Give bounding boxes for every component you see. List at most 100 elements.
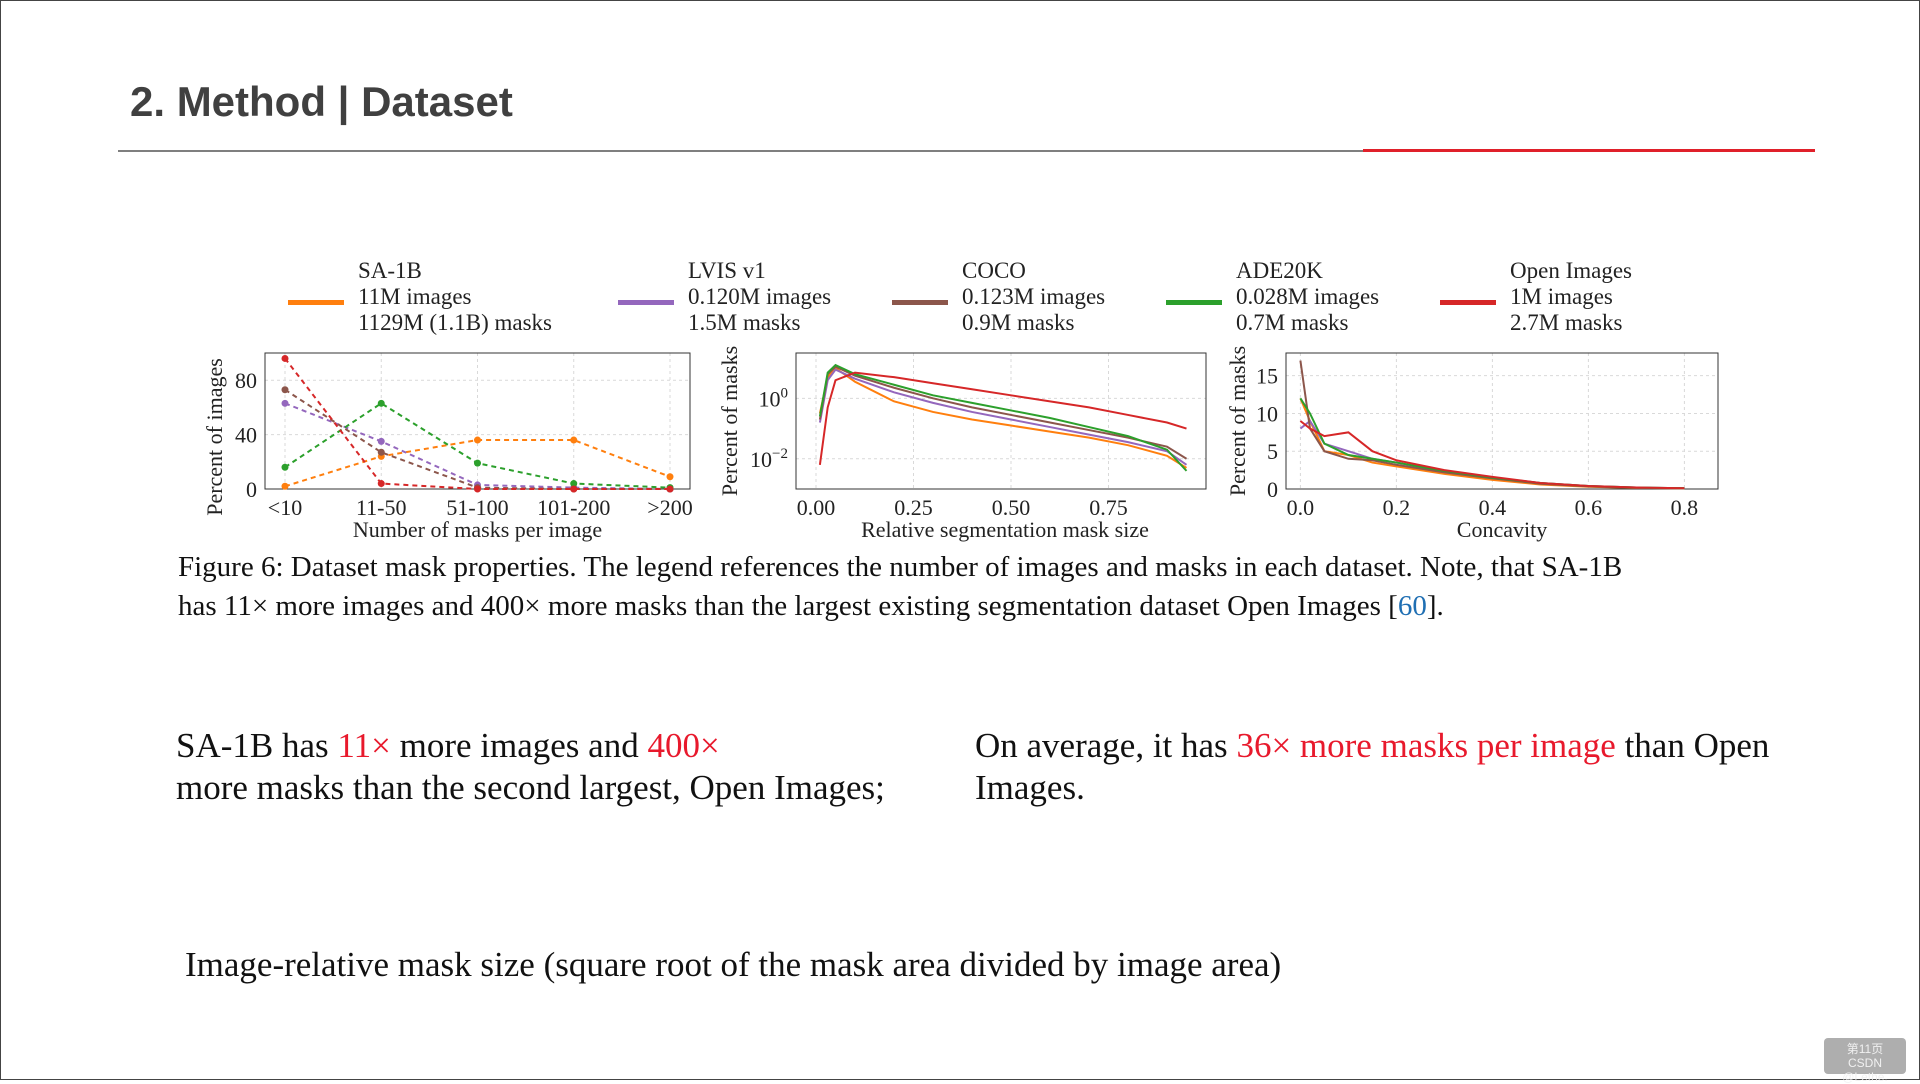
figure-legend: SA-1B 11M images 1129M (1.1B) masks LVIS… (0, 258, 1920, 348)
chart1-data-point (474, 459, 481, 467)
chart3-y-tick-label: 5 (1267, 439, 1278, 464)
legend-masks: 0.7M masks (1236, 310, 1349, 335)
chart2-x-tick-label: 0.75 (1089, 495, 1128, 520)
chart1-data-point (281, 354, 289, 362)
chart2-x-tick-label: 0.50 (992, 495, 1031, 520)
right-line-2: Images. (975, 768, 1085, 807)
chart1-data-point (281, 399, 289, 407)
chart1-x-tick-label: 101-200 (537, 495, 610, 520)
legend-name: ADE20K (1236, 258, 1323, 283)
figure-charts: <10 11-50 51-100 101-200 >200 0 40 80 Number of … (202, 346, 1719, 542)
chart3-x-tick-label: 0.2 (1383, 495, 1411, 520)
chart3-y-tick-label: 10 (1256, 401, 1278, 426)
legend-masks: 0.9M masks (962, 310, 1075, 335)
chart1-x-axis-label: Number of masks per image (353, 517, 602, 542)
chart1-data-point (377, 399, 385, 407)
legend-masks: 1129M (1.1B) masks (358, 310, 553, 335)
chart1-data-point (570, 480, 578, 488)
chart2-series-line (818, 371, 1187, 465)
legend-images: 0.120M images (688, 284, 832, 309)
chart1-data-point (281, 482, 289, 490)
legend-masks: 2.7M masks (1510, 310, 1623, 335)
chart2-series-line (818, 368, 1188, 466)
legend-name: LVIS v1 (688, 258, 766, 283)
chart2-series-line (818, 365, 1188, 460)
left-paragraph: SA-1B has 11× more images and 400× more … (176, 725, 885, 809)
highlight-11x: 11× (337, 726, 391, 765)
figure-caption: Figure 6: Dataset mask properties. The l… (178, 548, 1778, 626)
page-number-badge: 第11页 CSDN @Lethe. (1824, 1038, 1906, 1084)
caption-text: has 11× more images and 400× more masks … (178, 590, 1398, 622)
chart3-y-tick-label: 0 (1267, 477, 1278, 502)
chart1-data-point (474, 436, 481, 444)
chart1-data-point (281, 463, 289, 471)
legend-entry-ade20k: ADE20K 0.028M images 0.7M masks (1166, 258, 1379, 336)
left-line-2: more masks than the second largest, Open… (176, 768, 885, 807)
chart3-y-axis-label: Percent of masks (1225, 346, 1250, 496)
text: than Open (1615, 726, 1770, 765)
text: SA-1B has (176, 726, 338, 765)
legend-name: Open Images (1510, 258, 1632, 283)
chart2-series-line (818, 363, 1188, 472)
citation-link[interactable]: 60 (1397, 590, 1427, 622)
text: On average, it has (975, 726, 1237, 765)
chart2-x-tick-label: 0.25 (894, 495, 933, 520)
chart2-plot-area (795, 352, 1207, 490)
legend-entry-sa1b: SA-1B 11M images 1129M (1.1B) masks (288, 258, 552, 336)
chart1-data-point (666, 485, 674, 493)
chart1-y-tick-label: 40 (235, 423, 257, 448)
highlight-400x: 400× (647, 726, 720, 765)
chart1-x-tick-label: 51-100 (446, 495, 508, 520)
caption-text-end: ]. (1426, 590, 1444, 622)
text: more images and (390, 726, 648, 765)
caption-line-2: has 11× more images and 400× more masks … (178, 587, 1778, 626)
legend-swatch (288, 300, 344, 305)
chart3-x-axis-label: Concavity (1457, 517, 1547, 542)
legend-entry-openimages: Open Images 1M images 2.7M masks (1440, 258, 1632, 336)
legend-entry-lvis: LVIS v1 0.120M images 1.5M masks (618, 258, 831, 336)
legend-swatch (1440, 300, 1496, 305)
legend-entry-coco: COCO 0.123M images 0.9M masks (892, 258, 1105, 336)
legend-swatch (892, 300, 948, 305)
chart3-y-tick-label: 15 (1256, 364, 1278, 389)
chart1-data-point (281, 386, 289, 394)
chart2-x-tick-label: 0.00 (797, 495, 836, 520)
legend-images: 0.123M images (962, 284, 1106, 309)
legend-masks: 1.5M masks (688, 310, 801, 335)
chart3-x-tick-label: 0.8 (1671, 495, 1699, 520)
chart1-data-point (474, 485, 481, 493)
chart3-x-tick-label: 0.6 (1575, 495, 1603, 520)
chart1-x-tick-label: 11-50 (356, 495, 407, 520)
chart1-y-tick-label: 0 (246, 477, 257, 502)
legend-name: SA-1B (358, 258, 422, 283)
page-number: 第11页 (1846, 1042, 1884, 1056)
right-line-1: On average, it has 36× more masks per im… (975, 725, 1769, 767)
left-line-1: SA-1B has 11× more images and 400× (176, 725, 885, 767)
chart2-y-tick-label: 100 (759, 385, 789, 411)
chart1-data-point (377, 480, 385, 488)
chart3-plot-area (1285, 352, 1719, 490)
highlight-36x: 36× more masks per image (1236, 726, 1616, 765)
mask-size-note: Image-relative mask size (square root of… (185, 945, 1282, 984)
caption-line-1: Figure 6: Dataset mask properties. The l… (178, 551, 1623, 583)
title-rule-accent (1363, 149, 1815, 152)
chart2-y-axis-label: Percent of masks (717, 346, 742, 496)
chart1-data-point (666, 473, 674, 481)
right-paragraph: On average, it has 36× more masks per im… (975, 725, 1769, 809)
chart3-series-line (1299, 420, 1685, 490)
chart1-data-point (377, 448, 385, 456)
chart1-data-point (377, 437, 385, 445)
legend-images: 0.028M images (1236, 284, 1380, 309)
chart1-x-tick-label: >200 (647, 495, 692, 520)
chart1-y-axis-label: Percent of images (202, 358, 227, 516)
title-rule (118, 150, 1363, 152)
legend-swatch (1166, 300, 1222, 305)
chart1-data-point (570, 485, 578, 493)
chart1-y-tick-label: 80 (235, 368, 257, 393)
legend-swatch (618, 300, 674, 305)
chart2-x-axis-label: Relative segmentation mask size (861, 517, 1149, 542)
legend-name: COCO (962, 258, 1026, 283)
legend-images: 1M images (1510, 284, 1613, 309)
chart2-y-tick-label: 10−2 (750, 446, 788, 472)
legend-images: 11M images (358, 284, 472, 309)
